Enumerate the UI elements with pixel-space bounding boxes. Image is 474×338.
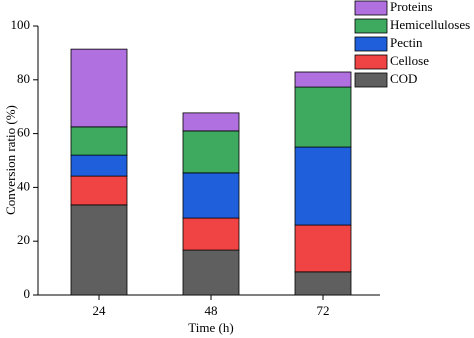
bar-segment [70,204,128,296]
bar-segment [70,48,128,128]
legend-label: Cellose [390,53,429,68]
x-tick-label: 48 [205,303,218,318]
y-tick-label: 20 [17,232,30,247]
y-axis-title: Conversion ratio (%) [3,105,18,215]
bar-segment [294,86,352,148]
bar-segment [70,154,128,177]
legend-label: Pectin [390,35,423,50]
bar-segment [294,71,352,88]
bar-segment [294,146,352,226]
y-tick-label: 80 [17,71,30,86]
legend-swatch [354,72,388,88]
bar-segment [70,175,128,206]
x-tick-label: 72 [317,303,330,318]
x-axis-title: Time (h) [188,320,233,335]
bar-segment [294,224,352,273]
y-tick-label: 100 [11,17,31,32]
legend-label: Hemicelluloses [390,17,470,32]
legend-swatch [354,0,388,16]
legend-label: Proteins [390,0,433,14]
y-tick-label: 40 [17,178,30,193]
bar-segment [182,172,240,219]
legend-swatch [354,18,388,34]
y-tick-label: 60 [17,125,30,140]
bar-segment [182,217,240,251]
bar-segment [182,249,240,296]
bar-segment [182,130,240,174]
bar-segment [182,112,240,132]
legend-label: COD [390,71,417,86]
bar-segment [294,271,352,296]
x-tick-label: 24 [93,303,107,318]
y-tick-label: 0 [24,286,31,301]
bar-segment [70,126,128,156]
legend-swatch [354,36,388,52]
legend-swatch [354,54,388,70]
